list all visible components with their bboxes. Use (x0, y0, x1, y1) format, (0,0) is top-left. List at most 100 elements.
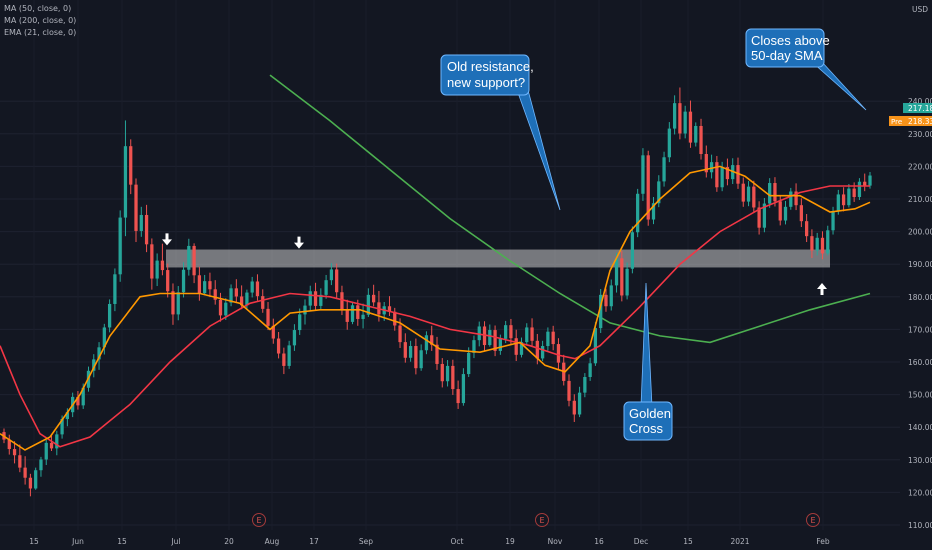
x-tick-label: Jun (71, 537, 84, 546)
candle (451, 359, 455, 395)
candle-body (187, 245, 191, 270)
x-axis[interactable]: 15 Jun 15 Jul 20 Aug 17 Sep Oct 19 Nov 16 Dec 15 2021 F… (29, 537, 830, 546)
candle (636, 188, 640, 238)
svg-text:E: E (810, 516, 815, 525)
candle-body (746, 186, 751, 202)
indicator-ma50-label[interactable]: MA (50, close, 0) (4, 4, 72, 13)
candle (746, 181, 751, 207)
candle (672, 95, 677, 135)
candle-body (213, 289, 217, 300)
indicator-ema21-label[interactable]: EMA (21, close, 0) (4, 28, 77, 37)
y-tick-label: 170.00 (908, 325, 932, 334)
earnings-marker[interactable]: E (252, 513, 266, 527)
candle (841, 187, 846, 212)
candle (335, 263, 339, 300)
candle-body (820, 237, 825, 254)
candle-body (525, 327, 529, 343)
candle-body (92, 359, 96, 371)
callout-resistance-line1: Old resistance, (447, 59, 534, 74)
arrow-markers (162, 233, 827, 296)
callout-golden-cross-line1: Golden (629, 406, 671, 421)
callout-closes-above-line2: 50-day SMA (751, 48, 823, 63)
x-tick-label: Sep (359, 537, 373, 546)
candle (847, 184, 851, 208)
candle-body (76, 396, 80, 406)
support-zone (166, 249, 830, 268)
candle (292, 324, 297, 351)
candle-body (836, 194, 840, 212)
candle (709, 154, 714, 179)
candle-body (393, 311, 397, 326)
candle (525, 323, 529, 345)
candle-body (49, 442, 54, 449)
candle (609, 279, 613, 311)
candle (197, 266, 202, 301)
candle (129, 139, 133, 195)
candle-body (720, 167, 724, 188)
candle-body (97, 347, 101, 360)
candle-body (773, 183, 777, 202)
candle (12, 441, 17, 464)
candle-body (356, 305, 360, 319)
candle-body (540, 346, 545, 359)
candle-body (831, 211, 835, 231)
candle-body (282, 353, 286, 366)
candle-body (546, 331, 550, 347)
candle-body (752, 186, 756, 208)
candle-body (118, 217, 122, 275)
y-axis[interactable]: 110.00 120.00 130.00 140.00 150.00 160.00 170.… (908, 97, 932, 530)
candle-body (567, 380, 571, 401)
candle (350, 301, 355, 325)
candle (593, 322, 598, 366)
candle (699, 118, 703, 160)
candle (107, 299, 112, 333)
candle-body (799, 205, 803, 222)
candle-body (208, 281, 212, 290)
premarket-tag-label: Pre (891, 118, 902, 126)
candle-body (12, 449, 17, 456)
candle (408, 340, 413, 362)
candle (540, 340, 545, 362)
candle (113, 268, 117, 312)
candle (150, 238, 154, 290)
candle (678, 87, 682, 140)
candle-body (160, 260, 165, 271)
candle-body (667, 128, 671, 158)
candle-body (430, 335, 434, 345)
candle-body (308, 291, 312, 306)
candle-body (123, 146, 128, 218)
candle-body (398, 325, 402, 343)
candle (255, 274, 260, 301)
indicator-ma200-label[interactable]: MA (200, close, 0) (4, 16, 77, 25)
candle (820, 231, 825, 260)
candle-body (794, 191, 798, 206)
candle-body (709, 162, 714, 173)
callout-golden-cross-box (623, 401, 673, 441)
candle-body (440, 363, 444, 382)
last-price-value: 217.18 (908, 104, 932, 113)
earnings-marker[interactable]: E (806, 513, 820, 527)
earnings-marker[interactable]: E (535, 513, 549, 527)
candle (329, 263, 334, 286)
candle-body (699, 125, 703, 155)
candle (324, 274, 328, 299)
candle (282, 347, 286, 375)
candle (630, 226, 635, 274)
candle (493, 325, 497, 357)
y-tick-label: 120.00 (908, 488, 932, 497)
candle (757, 201, 761, 235)
candle-body (472, 340, 476, 353)
candle (134, 178, 138, 243)
candle-body (171, 291, 175, 315)
callout-closes-above-box (745, 28, 825, 68)
candle (139, 206, 143, 237)
candle-body (620, 258, 624, 296)
candle-body (55, 434, 59, 449)
candle-body (18, 455, 22, 468)
candle (641, 148, 645, 201)
candle (472, 335, 476, 359)
candle-body (155, 260, 159, 279)
candle-body (762, 203, 767, 228)
y-tick-label: 200.00 (908, 228, 932, 237)
